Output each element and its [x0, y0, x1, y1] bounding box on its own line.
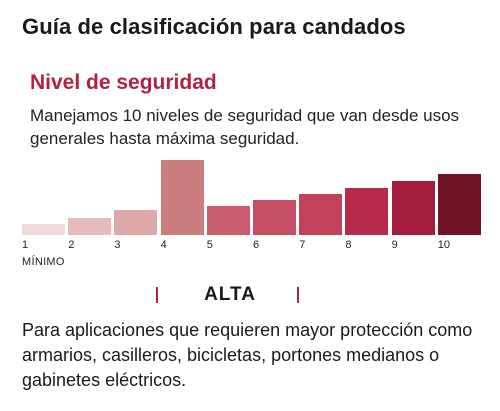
level-bar-7: [299, 194, 343, 235]
level-bar-1: [22, 224, 65, 235]
level-description: Para aplicaciones que requieren mayor pr…: [22, 320, 473, 390]
level-number-2: 2: [68, 239, 75, 251]
page-title: Guía de clasificación para candados: [22, 14, 406, 39]
level-bar-6: [253, 200, 296, 235]
level-bar-8: [345, 188, 389, 235]
level-name: ALTA: [204, 284, 256, 305]
min-label: MÍNIMO: [22, 256, 65, 268]
level-number-10: 10: [437, 239, 451, 251]
level-left-marker: [156, 287, 158, 303]
level-right-marker: [297, 287, 299, 303]
level-bar-2: [68, 218, 112, 235]
level-number-8: 8: [345, 239, 352, 251]
level-bar-9: [391, 181, 435, 235]
level-number-7: 7: [299, 239, 306, 251]
level-number-3: 3: [114, 239, 121, 251]
level-number-5: 5: [206, 239, 213, 251]
section-title: Nivel de seguridad: [30, 71, 217, 94]
security-level-scale: [22, 160, 482, 235]
level-number-4: 4: [160, 239, 167, 251]
level-number-6: 6: [253, 239, 260, 251]
level-bar-4: [160, 160, 204, 235]
level-number-1: 1: [22, 239, 29, 251]
section-description: Manejamos 10 niveles de seguridad que va…: [30, 106, 460, 148]
level-bar-3: [114, 210, 158, 235]
level-bar-5: [206, 206, 250, 235]
level-number-9: 9: [391, 239, 398, 251]
level-bar-10: [437, 174, 481, 235]
